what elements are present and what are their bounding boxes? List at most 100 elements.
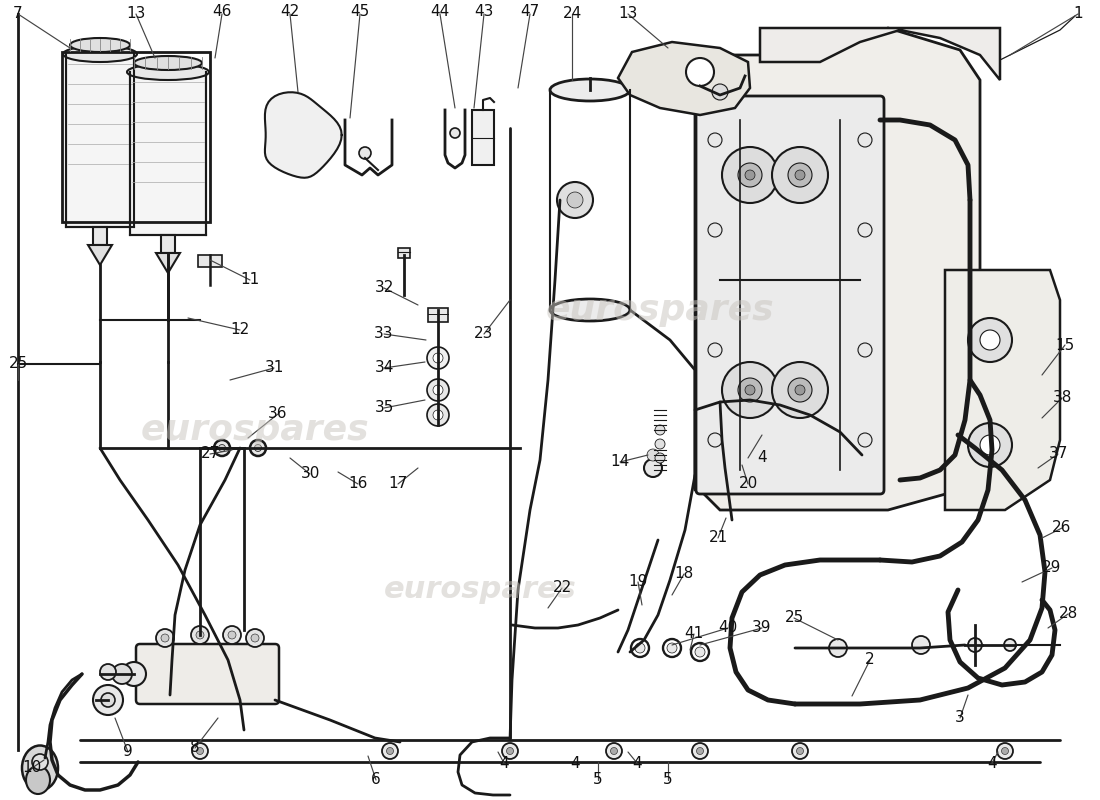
Text: 35: 35 [374,401,394,415]
FancyBboxPatch shape [66,54,134,227]
Text: 27: 27 [200,446,220,462]
Circle shape [980,435,1000,455]
Text: 11: 11 [241,273,260,287]
Circle shape [433,410,443,420]
Circle shape [1001,747,1009,754]
Text: 13: 13 [618,6,638,22]
Text: 4: 4 [757,450,767,466]
Circle shape [858,343,872,357]
Circle shape [223,626,241,644]
Polygon shape [695,28,980,510]
Text: 15: 15 [1055,338,1075,353]
Text: 30: 30 [300,466,320,482]
Circle shape [654,425,666,435]
Circle shape [772,147,828,203]
Text: 25: 25 [9,357,28,371]
Text: 44: 44 [430,5,450,19]
Text: 16: 16 [349,477,367,491]
Circle shape [246,629,264,647]
Bar [472,110,494,165]
Circle shape [722,147,778,203]
Circle shape [433,385,443,395]
Circle shape [745,170,755,180]
Text: eurospares: eurospares [384,575,576,605]
Circle shape [192,743,208,759]
Text: 18: 18 [674,566,694,582]
Circle shape [858,433,872,447]
Circle shape [433,353,443,363]
Text: 47: 47 [520,5,540,19]
Text: 32: 32 [374,281,394,295]
Bar [161,235,175,253]
Text: 21: 21 [708,530,727,546]
Ellipse shape [550,79,630,101]
Text: 43: 43 [474,5,494,19]
Text: 6: 6 [371,773,381,787]
Bar [428,308,448,322]
Circle shape [382,743,398,759]
Circle shape [686,58,714,86]
Circle shape [254,445,262,451]
Circle shape [722,362,778,418]
Text: 10: 10 [22,761,42,775]
Text: 24: 24 [562,6,582,22]
Ellipse shape [22,746,58,790]
Text: 8: 8 [190,741,200,755]
Text: 4: 4 [632,755,641,770]
Bar [62,52,210,222]
Circle shape [197,747,204,754]
Ellipse shape [126,64,209,80]
Polygon shape [156,253,180,273]
Text: 29: 29 [1043,561,1062,575]
Circle shape [557,182,593,218]
Circle shape [156,629,174,647]
Circle shape [644,459,662,477]
Circle shape [251,634,258,642]
Circle shape [161,634,169,642]
Text: 14: 14 [610,454,629,470]
Ellipse shape [63,46,138,62]
Circle shape [712,84,728,100]
Text: 4: 4 [987,755,997,770]
Circle shape [228,631,236,639]
Circle shape [610,747,617,754]
Circle shape [708,133,722,147]
Circle shape [696,747,704,754]
Circle shape [219,445,225,451]
Circle shape [502,743,518,759]
Circle shape [635,643,645,653]
Text: 33: 33 [374,326,394,342]
Text: 45: 45 [351,5,370,19]
Circle shape [708,223,722,237]
Text: 25: 25 [784,610,804,626]
Circle shape [191,626,209,644]
Text: 4: 4 [499,755,509,770]
Circle shape [792,743,808,759]
Circle shape [738,163,762,187]
Text: 23: 23 [474,326,494,342]
Circle shape [795,170,805,180]
Circle shape [968,638,982,652]
Text: 2: 2 [866,653,874,667]
Circle shape [708,343,722,357]
Text: 41: 41 [684,626,704,642]
Polygon shape [88,245,112,265]
Circle shape [772,362,828,418]
Ellipse shape [134,56,202,70]
Text: eurospares: eurospares [141,413,370,447]
Circle shape [606,743,621,759]
Text: 1: 1 [1074,6,1082,22]
Circle shape [667,643,676,653]
Text: 9: 9 [123,745,133,759]
Text: 38: 38 [1053,390,1071,406]
Circle shape [796,747,803,754]
Text: 17: 17 [388,477,408,491]
Text: 42: 42 [280,5,299,19]
Circle shape [980,330,1000,350]
Text: 36: 36 [268,406,288,422]
Text: 5: 5 [663,773,673,787]
Circle shape [738,378,762,402]
Circle shape [214,440,230,456]
Circle shape [858,133,872,147]
Circle shape [122,662,146,686]
